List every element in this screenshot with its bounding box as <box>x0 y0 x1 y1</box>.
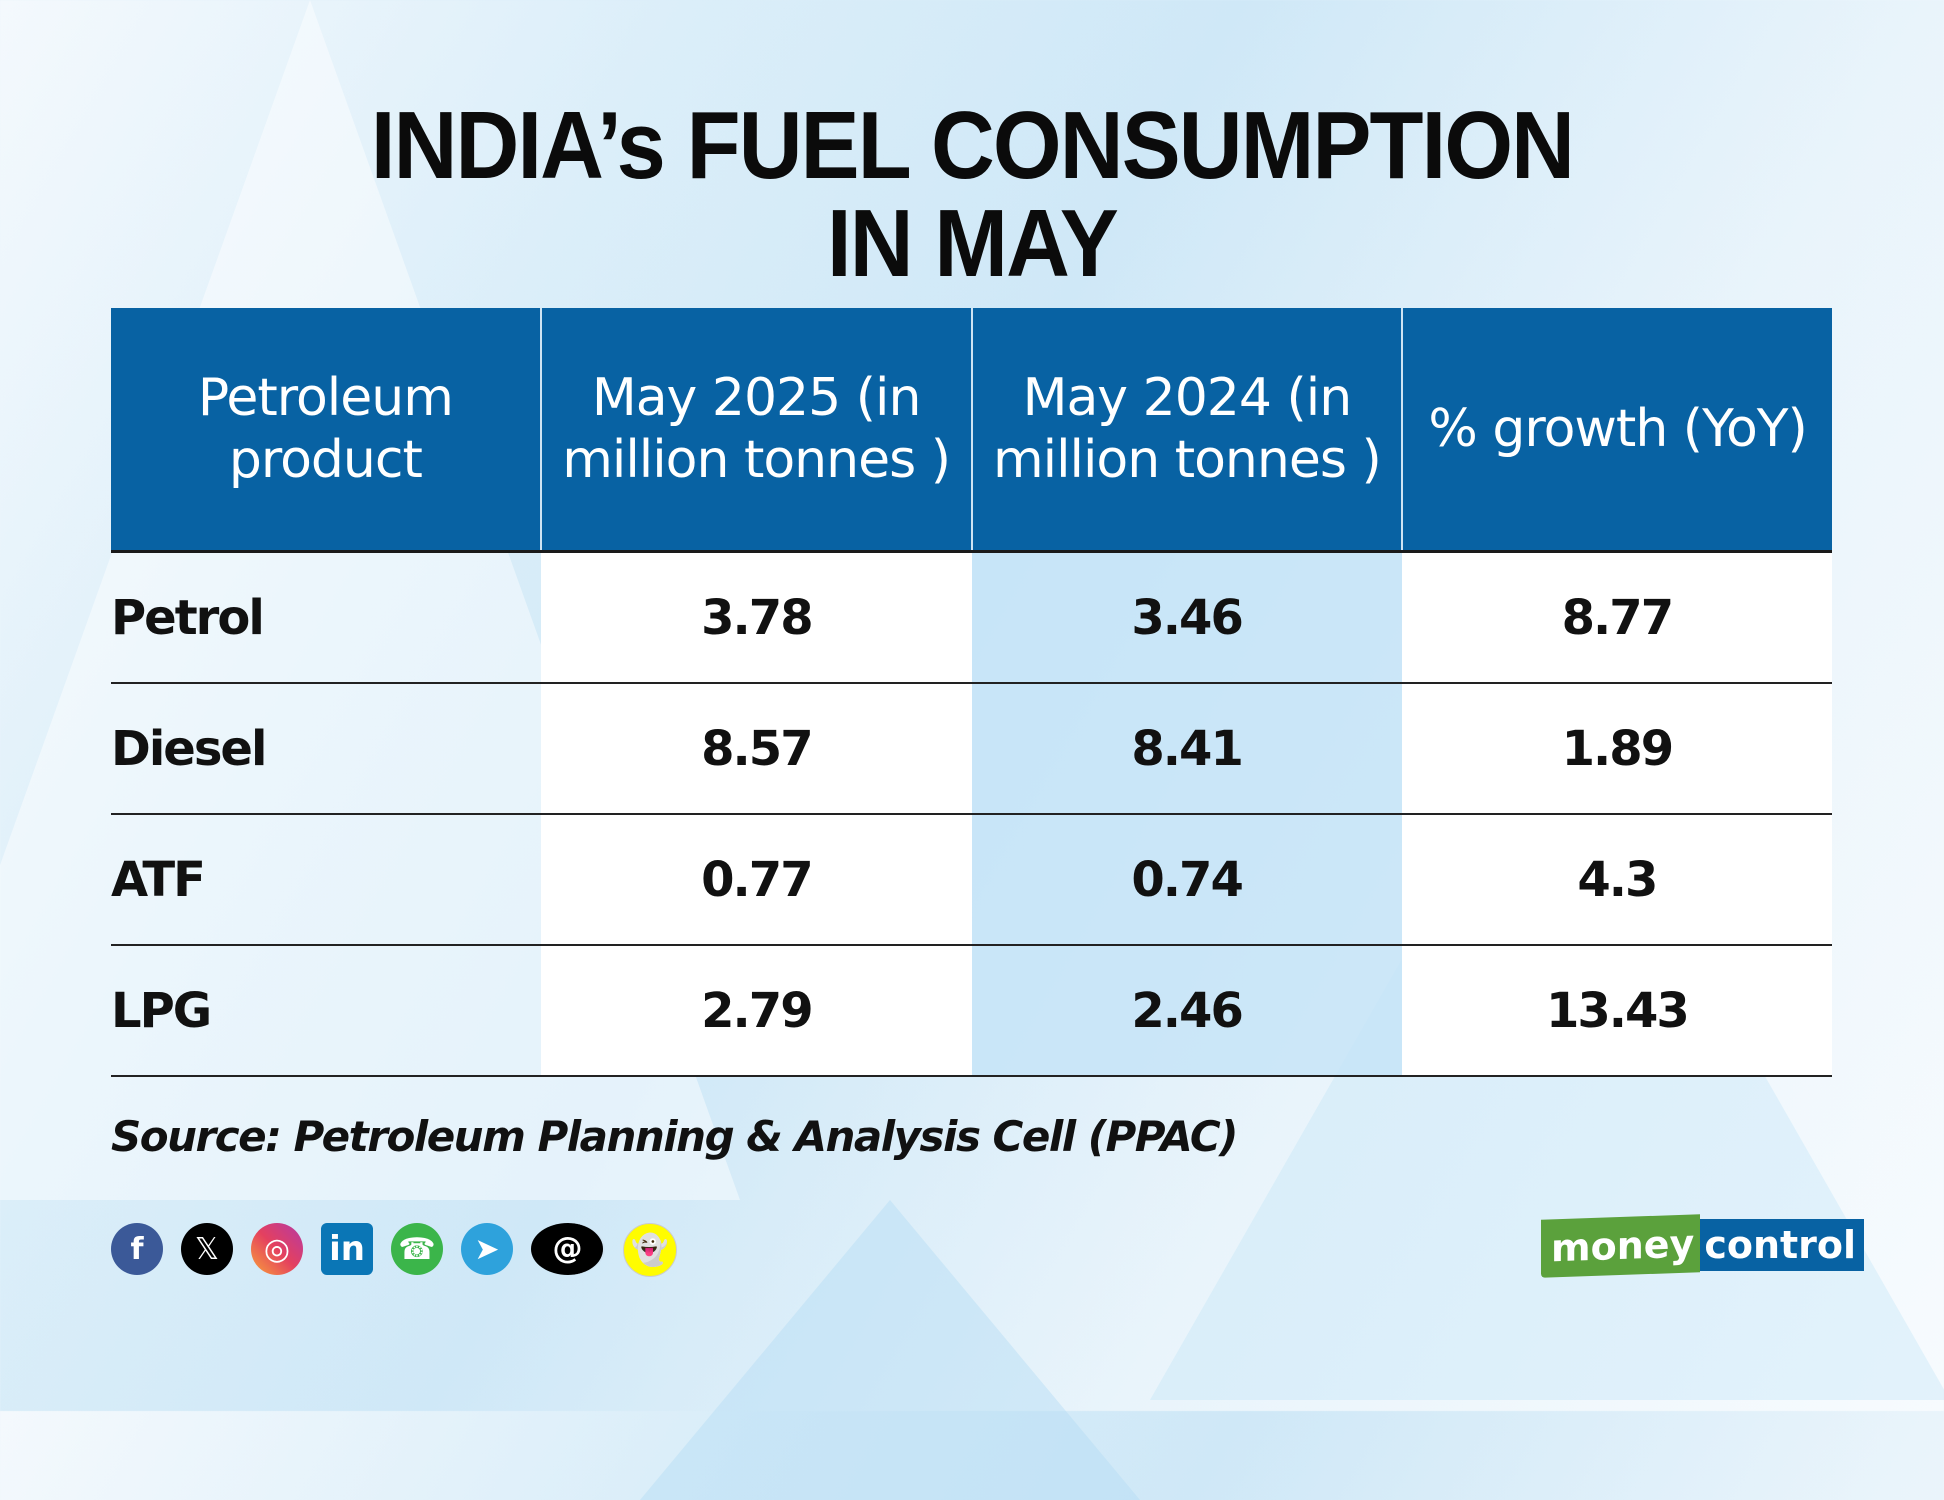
telegram-icon[interactable]: ➤ <box>461 1223 513 1275</box>
table-row: ATF 0.77 0.74 4.3 <box>111 815 1832 946</box>
cell-product: Petrol <box>111 589 265 646</box>
cell-product: ATF <box>111 851 206 908</box>
cell-growth: 4.3 <box>1401 815 1832 944</box>
logo-money: money <box>1541 1214 1701 1278</box>
fuel-consumption-table: Petroleum product May 2025 (in million t… <box>111 308 1832 1077</box>
table-row: LPG 2.79 2.46 13.43 <box>111 946 1832 1077</box>
table-body: Petrol 3.78 3.46 8.77 Diesel 8.57 8.41 1.89 ATF 0… <box>111 553 1832 1077</box>
title-line-1: INDIA’s FUEL CONSUMPTION <box>370 92 1575 199</box>
header-may-2024: May 2024 (in million tonnes ) <box>973 308 1404 550</box>
logo-control: control <box>1700 1219 1865 1271</box>
facebook-icon[interactable]: f <box>111 1223 163 1275</box>
header-may-2025: May 2025 (in million tonnes ) <box>542 308 973 550</box>
moneycontrol-logo: money control <box>1541 1214 1865 1278</box>
instagram-icon[interactable]: ◎ <box>251 1223 303 1275</box>
cell-may-2025: 0.77 <box>541 815 972 944</box>
title-line-2: IN MAY <box>827 190 1119 297</box>
social-icons: f 𝕏 ◎ in ☎ ➤ @ 👻 <box>111 1223 677 1277</box>
table-row: Diesel 8.57 8.41 1.89 <box>111 684 1832 815</box>
header-growth: % growth (YoY) <box>1428 399 1807 459</box>
cell-product: LPG <box>111 982 212 1039</box>
table-header: Petroleum product May 2025 (in million t… <box>111 308 1832 553</box>
cell-growth: 8.77 <box>1401 553 1832 682</box>
x-icon[interactable]: 𝕏 <box>181 1223 233 1275</box>
linkedin-icon[interactable]: in <box>321 1223 373 1275</box>
header-product: Petroleum product <box>111 308 542 550</box>
threads-icon[interactable]: @ <box>531 1223 605 1275</box>
cell-may-2025: 3.78 <box>541 553 972 682</box>
whatsapp-icon[interactable]: ☎ <box>391 1223 443 1275</box>
cell-may-2024: 8.41 <box>971 684 1402 813</box>
background-shape <box>640 1200 1140 1500</box>
cell-may-2025: 2.79 <box>541 946 972 1075</box>
source-note: Source: Petroleum Planning & Analysis Ce… <box>111 1112 1238 1161</box>
snapchat-icon[interactable]: 👻 <box>623 1223 677 1277</box>
cell-may-2024: 0.74 <box>971 815 1402 944</box>
cell-product: Diesel <box>111 720 267 777</box>
page-title: INDIA’s FUEL CONSUMPTION IN MAY <box>78 98 1866 292</box>
cell-growth: 1.89 <box>1401 684 1832 813</box>
cell-growth: 13.43 <box>1401 946 1832 1075</box>
cell-may-2024: 2.46 <box>971 946 1402 1075</box>
table-row: Petrol 3.78 3.46 8.77 <box>111 553 1832 684</box>
cell-may-2025: 8.57 <box>541 684 972 813</box>
cell-may-2024: 3.46 <box>971 553 1402 682</box>
